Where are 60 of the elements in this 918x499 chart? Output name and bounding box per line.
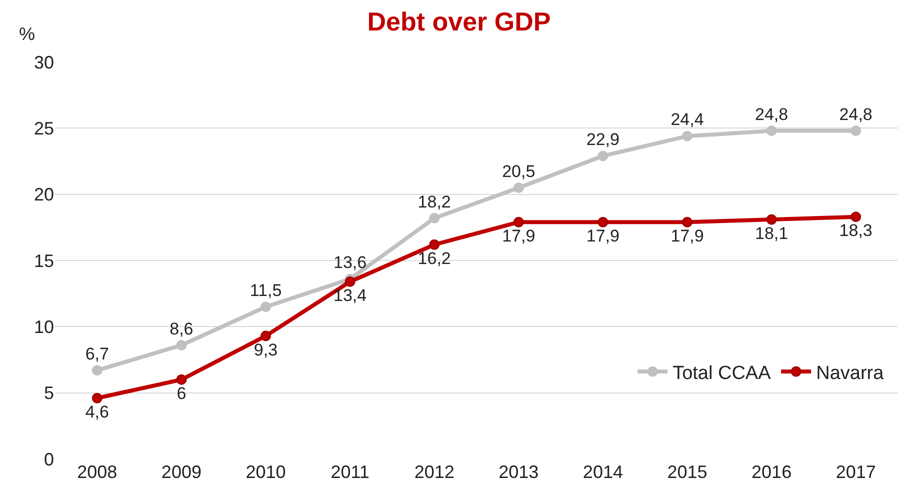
y-tick-label: 30 [34, 52, 54, 72]
point [682, 130, 692, 142]
x-tick-label: 2017 [836, 462, 876, 482]
legend-label: Navarra [816, 362, 884, 384]
y-tick-label: 10 [34, 316, 54, 337]
point [344, 276, 356, 287]
data-label: 6 [176, 384, 186, 403]
data-label: 17,9 [502, 226, 536, 246]
data-label: 11,5 [250, 280, 282, 300]
point [92, 365, 102, 376]
point [682, 216, 692, 228]
point [429, 239, 440, 250]
chart-title: Debt over GDP [367, 6, 551, 37]
point [513, 216, 524, 228]
x-tick-label: 2010 [246, 462, 286, 482]
data-label: 20,5 [502, 162, 536, 181]
y-tick-label: 0 [44, 449, 54, 470]
data-label: 17,9 [670, 226, 704, 246]
point [850, 212, 862, 222]
x-tick-label: 2014 [582, 462, 623, 482]
point [850, 126, 862, 136]
x-tick-label: 2016 [752, 462, 792, 482]
point [766, 126, 777, 136]
y-tick-label: 20 [34, 184, 54, 205]
data-label: 4,6 [85, 402, 109, 422]
data-label: 22,9 [586, 130, 620, 150]
x-tick-label: 2011 [330, 462, 370, 482]
data-label: 18,3 [839, 221, 872, 240]
data-label: 24,8 [755, 104, 788, 124]
data-label: 6,7 [85, 344, 109, 364]
data-label: 13,6 [334, 253, 367, 272]
y-axis-title: % [19, 24, 36, 44]
data-label: 8,6 [170, 319, 194, 338]
data-label: 9,3 [254, 340, 278, 360]
legend-label: Total CCAA [672, 362, 772, 384]
point [766, 214, 777, 225]
data-label: 17,9 [586, 226, 620, 246]
data-label: 24,8 [839, 104, 872, 124]
y-tick-label: 5 [44, 383, 54, 404]
point [260, 330, 271, 342]
y-tick-label: 25 [34, 118, 54, 138]
data-label: 18,2 [418, 192, 451, 212]
point [429, 212, 440, 224]
data-label: 18,1 [755, 224, 788, 243]
point [176, 340, 187, 350]
x-tick-label: 2015 [667, 462, 708, 482]
data-label: 16,2 [418, 248, 451, 268]
x-tick-label: 2009 [161, 462, 202, 482]
y-tick-label: 15 [34, 250, 54, 271]
point [513, 182, 524, 193]
point [598, 216, 608, 228]
point [260, 302, 271, 312]
data-label: 24,4 [670, 110, 704, 130]
data-label: 13,4 [334, 286, 367, 306]
x-tick-label: 2013 [498, 462, 539, 482]
point [92, 392, 102, 404]
point [598, 150, 608, 162]
x-tick-label: 2012 [414, 462, 454, 482]
x-tick-label: 2008 [77, 462, 118, 482]
point [176, 374, 187, 385]
